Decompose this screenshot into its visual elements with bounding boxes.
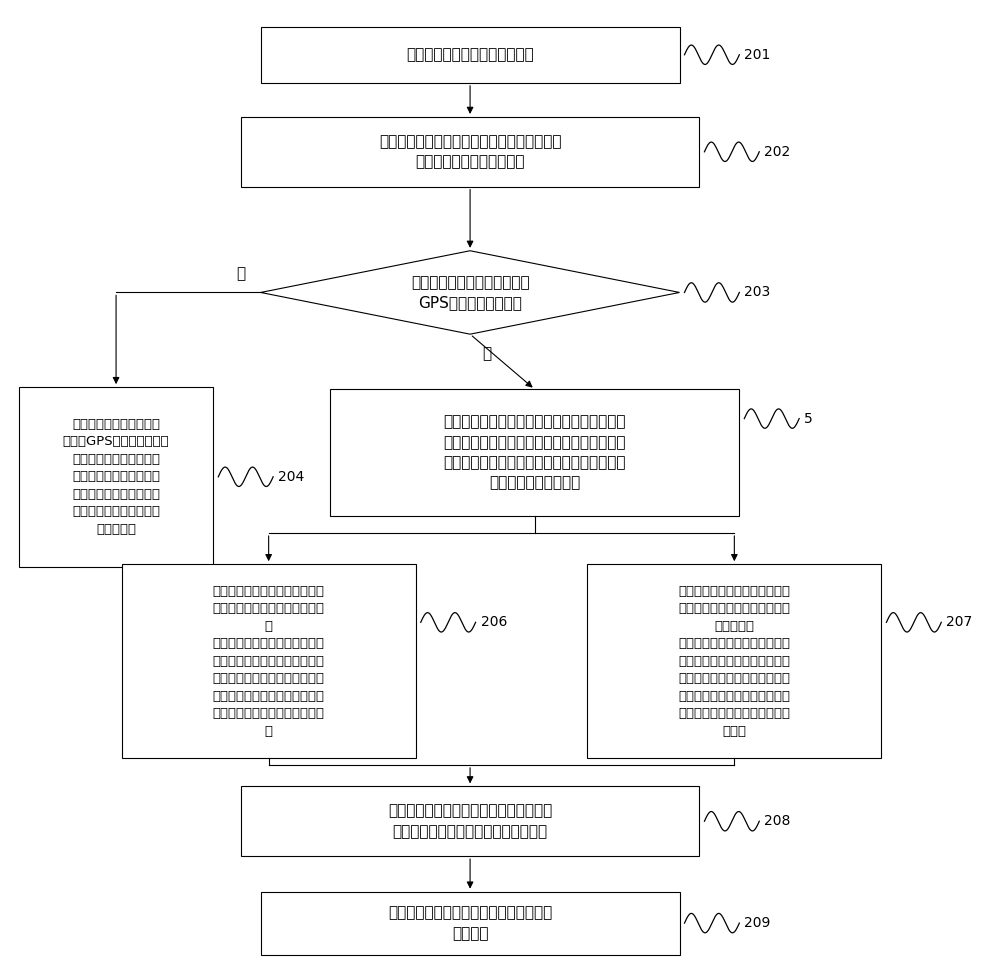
Text: 203: 203: [744, 285, 771, 300]
Text: 判断所述车载定位系统获取的
GPS信号状态是否有效: 判断所述车载定位系统获取的 GPS信号状态是否有效: [411, 274, 529, 310]
Text: 根据滤波数据、滤波参数及自适应卡尔曼
滤波模型对捷联惯导解算结果进行修正: 根据滤波数据、滤波参数及自适应卡尔曼 滤波模型对捷联惯导解算结果进行修正: [388, 804, 552, 839]
Text: 根据车载定位系统获取的
有效的GPS信号、以及对车
载定位系统进行初始化处
理的得到的自适应卡尔曼
滤波参数，对车载定位系
统获得的捷联惯导解算结
果进行修正: 根据车载定位系统获取的 有效的GPS信号、以及对车 载定位系统进行初始化处 理的…: [63, 417, 169, 536]
Bar: [122, 564, 416, 758]
Text: 5: 5: [804, 412, 813, 425]
Text: 若确定环境状态类型为车辆处于
长期信号失锁的信号盲区状态，
则
计算电子地图中的位姿信息与捷
联惯导解算结果中的位姿信息之
间的第一差值，将第一差值确定
为滤波: 若确定环境状态类型为车辆处于 长期信号失锁的信号盲区状态， 则 计算电子地图中的…: [213, 585, 325, 738]
Text: 206: 206: [481, 615, 507, 630]
Text: 208: 208: [764, 814, 791, 828]
Text: 根据车载定位系统中的捷联惯导解算结果，确
定车辆在车载定位系统的电子地图中的所处环
境状态类型，并根据环境状态类型，确定对应
的滤波数据及滤波参数: 根据车载定位系统中的捷联惯导解算结果，确 定车辆在车载定位系统的电子地图中的所处…: [444, 414, 626, 490]
Bar: [261, 891, 680, 955]
Text: 对车载定位系统进行初始化处理: 对车载定位系统进行初始化处理: [406, 48, 534, 62]
Text: 若确定车辆当前环境状态类型为
车辆处于短期信号失锁的信号盲
区状态，则
计算车载定位系统的里程计速度
数据与捷联惯导解算结果中的速
度数据之间的第二差值，将第二: 若确定车辆当前环境状态类型为 车辆处于短期信号失锁的信号盲 区状态，则 计算车载…: [678, 585, 790, 738]
Text: 否: 否: [482, 346, 491, 361]
Text: 201: 201: [744, 48, 771, 61]
Polygon shape: [261, 251, 679, 334]
Text: 是: 是: [237, 266, 246, 281]
Text: 根据捷联惯导解算的修正结果，确定车辆
定位结果: 根据捷联惯导解算的修正结果，确定车辆 定位结果: [388, 906, 552, 941]
Bar: [330, 389, 739, 516]
Bar: [19, 387, 213, 566]
Bar: [587, 564, 881, 758]
Bar: [241, 117, 699, 187]
Text: 204: 204: [278, 470, 304, 484]
Text: 209: 209: [744, 917, 771, 930]
Text: 对所述车载定位系统进行捷联惯导解算处理，
获得捷联惯导解算处理结果: 对所述车载定位系统进行捷联惯导解算处理， 获得捷联惯导解算处理结果: [379, 134, 561, 169]
Text: 202: 202: [764, 145, 791, 159]
Bar: [241, 786, 699, 856]
Bar: [261, 26, 680, 83]
Text: 207: 207: [946, 615, 973, 630]
